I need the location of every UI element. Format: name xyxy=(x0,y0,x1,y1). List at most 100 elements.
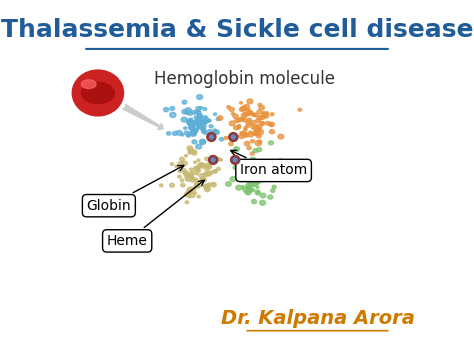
Ellipse shape xyxy=(196,169,201,173)
Ellipse shape xyxy=(246,190,251,195)
Ellipse shape xyxy=(185,201,189,204)
Ellipse shape xyxy=(205,185,208,187)
Ellipse shape xyxy=(201,131,205,133)
Ellipse shape xyxy=(244,133,248,137)
Ellipse shape xyxy=(187,146,192,151)
Ellipse shape xyxy=(278,134,284,139)
Ellipse shape xyxy=(211,182,215,185)
Ellipse shape xyxy=(250,164,255,168)
Ellipse shape xyxy=(187,119,193,123)
Ellipse shape xyxy=(255,175,261,180)
Ellipse shape xyxy=(180,157,184,161)
Ellipse shape xyxy=(207,165,212,169)
Ellipse shape xyxy=(269,130,274,134)
Ellipse shape xyxy=(192,140,197,144)
Ellipse shape xyxy=(208,130,213,134)
Ellipse shape xyxy=(263,114,269,118)
Ellipse shape xyxy=(190,168,193,171)
Ellipse shape xyxy=(209,125,213,128)
Ellipse shape xyxy=(226,182,231,186)
Ellipse shape xyxy=(199,163,202,166)
Ellipse shape xyxy=(188,151,191,154)
Ellipse shape xyxy=(205,157,209,161)
Ellipse shape xyxy=(246,186,252,191)
Ellipse shape xyxy=(170,183,174,187)
Ellipse shape xyxy=(256,190,260,193)
Ellipse shape xyxy=(190,177,193,180)
Ellipse shape xyxy=(237,126,240,129)
Ellipse shape xyxy=(190,178,195,182)
Ellipse shape xyxy=(238,118,243,121)
Ellipse shape xyxy=(201,163,205,167)
Ellipse shape xyxy=(268,195,273,199)
Ellipse shape xyxy=(243,187,247,191)
Ellipse shape xyxy=(254,168,258,172)
Ellipse shape xyxy=(194,129,198,132)
Ellipse shape xyxy=(254,132,258,136)
Ellipse shape xyxy=(244,141,250,146)
Ellipse shape xyxy=(237,125,240,127)
Ellipse shape xyxy=(199,123,202,125)
Ellipse shape xyxy=(257,130,261,132)
Ellipse shape xyxy=(245,190,249,194)
Ellipse shape xyxy=(204,163,210,168)
Ellipse shape xyxy=(260,175,265,180)
Ellipse shape xyxy=(247,178,251,181)
Ellipse shape xyxy=(232,157,237,161)
Ellipse shape xyxy=(249,162,255,167)
Ellipse shape xyxy=(201,121,206,125)
Ellipse shape xyxy=(213,170,217,173)
Ellipse shape xyxy=(185,175,190,179)
Ellipse shape xyxy=(189,173,193,176)
Ellipse shape xyxy=(203,132,207,135)
Ellipse shape xyxy=(190,121,193,124)
Ellipse shape xyxy=(188,125,194,130)
Ellipse shape xyxy=(198,122,203,126)
Ellipse shape xyxy=(255,127,261,132)
Ellipse shape xyxy=(248,179,254,183)
Ellipse shape xyxy=(244,104,249,109)
Ellipse shape xyxy=(255,119,261,123)
Ellipse shape xyxy=(268,165,271,168)
Ellipse shape xyxy=(246,179,250,182)
Ellipse shape xyxy=(271,189,275,192)
Text: Hemoglobin molecule: Hemoglobin molecule xyxy=(154,70,335,88)
Ellipse shape xyxy=(255,182,258,185)
Ellipse shape xyxy=(187,187,193,192)
Ellipse shape xyxy=(257,116,262,120)
Ellipse shape xyxy=(197,125,200,127)
Ellipse shape xyxy=(242,118,247,122)
Ellipse shape xyxy=(196,182,199,185)
Ellipse shape xyxy=(209,155,218,164)
Ellipse shape xyxy=(189,193,195,198)
Ellipse shape xyxy=(201,177,206,182)
Ellipse shape xyxy=(254,125,258,128)
Ellipse shape xyxy=(197,114,202,118)
Ellipse shape xyxy=(195,119,200,124)
Ellipse shape xyxy=(268,178,272,181)
Ellipse shape xyxy=(197,195,201,198)
Ellipse shape xyxy=(200,164,205,168)
Ellipse shape xyxy=(261,172,266,176)
Ellipse shape xyxy=(204,116,207,118)
Ellipse shape xyxy=(241,132,247,137)
Ellipse shape xyxy=(164,108,169,112)
Ellipse shape xyxy=(256,133,260,135)
Ellipse shape xyxy=(270,113,274,116)
Ellipse shape xyxy=(210,171,213,174)
Ellipse shape xyxy=(251,124,255,126)
Ellipse shape xyxy=(252,160,256,165)
Ellipse shape xyxy=(183,127,187,130)
Ellipse shape xyxy=(206,171,211,176)
Ellipse shape xyxy=(194,178,198,181)
Ellipse shape xyxy=(190,131,196,136)
Ellipse shape xyxy=(195,119,201,124)
Ellipse shape xyxy=(184,172,188,175)
Ellipse shape xyxy=(241,106,247,111)
Ellipse shape xyxy=(230,176,236,181)
Ellipse shape xyxy=(264,160,267,163)
Ellipse shape xyxy=(252,126,255,129)
Ellipse shape xyxy=(189,123,195,128)
Ellipse shape xyxy=(239,102,242,104)
Ellipse shape xyxy=(245,171,250,175)
